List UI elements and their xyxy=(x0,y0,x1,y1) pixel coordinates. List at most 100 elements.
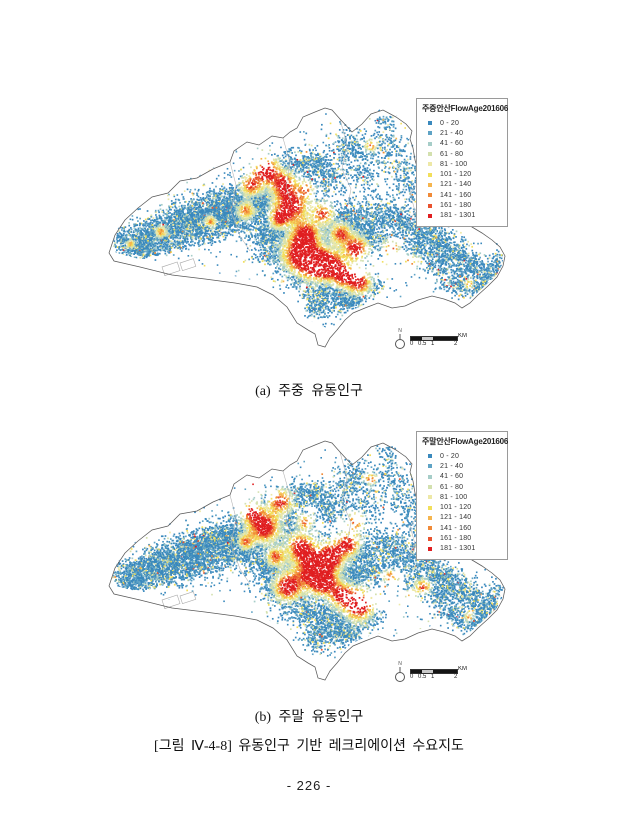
legend-row: 41 - 60 xyxy=(422,139,503,149)
legend-title: 주중안산FlowAge201606 xyxy=(422,104,509,113)
scale-tick: 1 xyxy=(431,341,435,347)
legend-class-label: 21 - 40 xyxy=(440,462,464,470)
legend-row: 21 - 40 xyxy=(422,128,503,138)
legend-class-label: 161 - 180 xyxy=(440,535,472,543)
legend-class-label: 121 - 140 xyxy=(440,181,472,189)
legend-row: 101 - 120 xyxy=(422,169,503,179)
scale-unit: KM xyxy=(458,333,467,339)
legend-row: 0 - 20 xyxy=(422,451,503,461)
legend-row: 101 - 120 xyxy=(422,502,503,512)
scale-tick: 2 xyxy=(454,674,458,680)
legend-class-label: 101 - 120 xyxy=(440,171,472,179)
scale-tick: 0.5 xyxy=(418,341,427,347)
legend-row: 81 - 100 xyxy=(422,159,503,169)
legend-rows: 0 - 20 21 - 40 41 - 60 61 - 80 81 - 100 101 -… xyxy=(422,118,503,221)
legend-row: 181 - 1301 xyxy=(422,544,503,554)
legend-row: 61 - 80 xyxy=(422,149,503,159)
scale-unit: KM xyxy=(458,666,467,672)
legend-class-label: 0 - 20 xyxy=(440,119,460,127)
legend-swatch xyxy=(428,203,432,208)
scale-segment xyxy=(433,337,457,340)
legend-row: 81 - 100 xyxy=(422,492,503,502)
scale-tick-labels: 0 0.5 1 2 xyxy=(410,673,463,681)
legend-row: 161 - 180 xyxy=(422,533,503,543)
legend-swatch xyxy=(428,131,432,136)
legend-class-label: 101 - 120 xyxy=(440,504,472,512)
legend-swatch xyxy=(428,464,432,469)
scale-tick: 2 xyxy=(454,341,458,347)
legend-swatch xyxy=(428,515,432,520)
page-number: - 226 - xyxy=(286,778,332,793)
scale-segment xyxy=(422,337,433,340)
scale-tick: 0.5 xyxy=(418,674,427,680)
scale-bar: N 0 0.5 1 2 KM xyxy=(392,662,476,686)
legend-swatch xyxy=(428,172,432,177)
legend-class-label: 181 - 1301 xyxy=(440,212,476,220)
legend-class-label: 61 - 80 xyxy=(440,150,464,158)
legend-class-label: 61 - 80 xyxy=(440,483,464,491)
legend-swatch xyxy=(428,162,432,167)
scale-tick: 0 xyxy=(410,674,414,680)
legend-swatch xyxy=(428,474,432,479)
legend-rows: 0 - 20 21 - 40 41 - 60 61 - 80 81 - 100 101 -… xyxy=(422,451,503,554)
legend-row: 0 - 20 xyxy=(422,118,503,128)
scale-bar: N 0 0.5 1 2 KM xyxy=(392,329,476,353)
legend-swatch xyxy=(428,141,432,146)
legend-class-label: 41 - 60 xyxy=(440,140,464,148)
legend-class-label: 21 - 40 xyxy=(440,129,464,137)
legend-swatch xyxy=(428,526,432,531)
legend-row: 121 - 140 xyxy=(422,180,503,190)
legend-class-label: 41 - 60 xyxy=(440,473,464,481)
scale-segment xyxy=(411,337,422,340)
caption-a: (a) 주중 유동인구 xyxy=(255,384,363,399)
legend-swatch xyxy=(428,536,432,541)
map-figure-weekday: 주중안산FlowAge201606 0 - 20 21 - 40 41 - 60 61… xyxy=(100,93,514,365)
figure-title: [그림 Ⅳ-4-8] 유동인구 기반 레크리에이션 수요지도 xyxy=(154,739,464,754)
legend-swatch xyxy=(428,213,432,218)
legend-row: 141 - 160 xyxy=(422,523,503,533)
scale-segment xyxy=(411,670,422,673)
scale-tick: 1 xyxy=(431,674,435,680)
legend-class-label: 181 - 1301 xyxy=(440,545,476,553)
legend-class-label: 121 - 140 xyxy=(440,514,472,522)
scale-tick-labels: 0 0.5 1 2 xyxy=(410,340,463,348)
legend-class-label: 141 - 160 xyxy=(440,524,472,532)
legend-swatch xyxy=(428,121,432,126)
north-arrow-glyph xyxy=(395,334,405,349)
legend-row: 181 - 1301 xyxy=(422,211,503,221)
legend-row: 161 - 180 xyxy=(422,200,503,210)
north-label: N xyxy=(398,661,402,667)
legend-box-weekend: 주말안산FlowAge201606 0 - 20 21 - 40 41 - 60 61… xyxy=(416,431,508,560)
north-arrow-icon: N xyxy=(392,662,408,688)
scale-tick: 0 xyxy=(410,341,414,347)
map-figure-weekend: 주말안산FlowAge201606 0 - 20 21 - 40 41 - 60 61… xyxy=(100,426,514,698)
legend-row: 21 - 40 xyxy=(422,461,503,471)
legend-class-label: 81 - 100 xyxy=(440,160,468,168)
legend-class-label: 141 - 160 xyxy=(440,191,472,199)
legend-swatch xyxy=(428,152,432,157)
legend-swatch xyxy=(428,182,432,187)
legend-row: 121 - 140 xyxy=(422,513,503,523)
legend-class-label: 161 - 180 xyxy=(440,202,472,210)
legend-swatch xyxy=(428,546,432,551)
legend-class-label: 81 - 100 xyxy=(440,493,468,501)
legend-swatch xyxy=(428,193,432,198)
legend-row: 61 - 80 xyxy=(422,482,503,492)
legend-row: 141 - 160 xyxy=(422,190,503,200)
legend-box-weekday: 주중안산FlowAge201606 0 - 20 21 - 40 41 - 60 61… xyxy=(416,98,508,227)
caption-b: (b) 주말 유동인구 xyxy=(254,710,364,725)
legend-row: 41 - 60 xyxy=(422,472,503,482)
scale-segment xyxy=(422,670,433,673)
north-label: N xyxy=(398,328,402,334)
legend-swatch xyxy=(428,495,432,500)
legend-swatch xyxy=(428,454,432,459)
scale-bar-segments xyxy=(410,336,458,341)
scale-segment xyxy=(433,670,457,673)
legend-title: 주말안산FlowAge201606 xyxy=(422,437,509,446)
scale-bar-body: 0 0.5 1 2 KM xyxy=(410,666,471,681)
legend-swatch xyxy=(428,485,432,490)
north-arrow-icon: N xyxy=(392,329,408,355)
legend-swatch xyxy=(428,505,432,510)
scale-bar-segments xyxy=(410,669,458,674)
